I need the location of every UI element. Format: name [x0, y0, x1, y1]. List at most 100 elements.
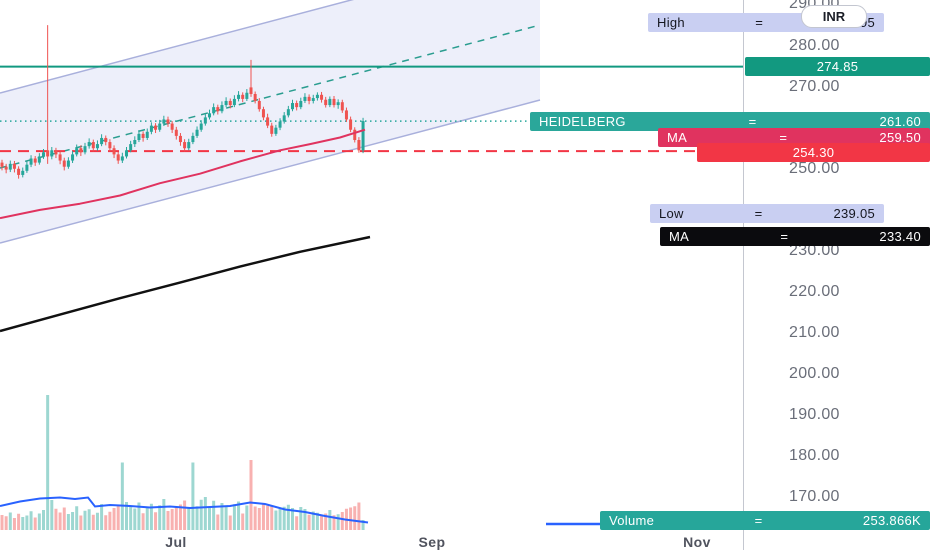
candle-body	[120, 156, 124, 161]
candle-body	[25, 164, 29, 171]
volume-bar	[245, 505, 249, 530]
candle-body	[166, 119, 170, 124]
time-tick-jul: Jul	[165, 534, 187, 550]
volume-bar	[278, 508, 282, 530]
candle-body	[216, 107, 220, 112]
candle-body	[361, 121, 365, 151]
time-tick-sep: Sep	[418, 534, 446, 550]
volume-bar	[199, 499, 203, 530]
volume-bar	[261, 503, 265, 530]
volume-bar	[208, 507, 211, 530]
ma-fast-line	[0, 128, 366, 220]
candle-body	[79, 148, 83, 153]
volume-bar	[17, 513, 21, 530]
volume-ma-line	[0, 496, 369, 524]
price-tick: 270.00	[789, 77, 840, 95]
candle-body	[344, 110, 348, 120]
candle-body	[266, 117, 270, 126]
price-tick: 190.00	[789, 406, 840, 424]
volume-bar	[133, 508, 137, 530]
candle-body	[324, 99, 328, 106]
volume-bar	[91, 514, 95, 530]
volume-bar	[37, 513, 41, 530]
candle-body	[129, 144, 133, 151]
volume-bar	[311, 511, 315, 530]
price-tick: 230.00	[789, 241, 840, 259]
volume-bar	[299, 507, 303, 530]
chart-pane[interactable]	[0, 0, 743, 550]
candle-body	[29, 158, 33, 165]
candle-body	[104, 137, 108, 143]
price-line-254-label[interactable]: 254.30	[697, 142, 930, 162]
candle-body	[66, 160, 70, 167]
candle-body	[116, 154, 120, 161]
volume-bar	[320, 515, 324, 530]
candle-body	[37, 156, 41, 163]
volume-bar	[8, 512, 12, 530]
candle-body	[137, 133, 141, 141]
volume-bar	[353, 506, 357, 530]
candle-body	[307, 96, 311, 101]
candle-body	[253, 93, 257, 101]
volume-bar	[137, 502, 141, 530]
candle-body	[54, 150, 58, 155]
candle-body	[158, 123, 162, 130]
candle-body	[320, 94, 324, 100]
candle-body	[332, 98, 336, 106]
volume-bar	[0, 515, 4, 530]
candle-body	[71, 154, 75, 161]
candle-body	[95, 144, 99, 149]
low-label: Low = 239.05	[650, 203, 884, 223]
candle-body	[83, 146, 87, 153]
volume-bar	[232, 504, 236, 530]
candle-body	[199, 123, 203, 130]
volume-bar	[154, 512, 158, 530]
volume-bar	[315, 512, 319, 530]
candle-body	[270, 125, 274, 134]
candle-body	[62, 160, 66, 167]
chart-canvas[interactable]	[0, 0, 743, 550]
channel-upper-line[interactable]	[0, 0, 540, 94]
time-axis[interactable]: Jul Sep Nov	[0, 532, 743, 550]
candle-body	[286, 109, 290, 116]
candle-body	[232, 98, 236, 106]
volume-bar	[158, 505, 162, 530]
candle-body	[108, 142, 112, 149]
volume-bar	[42, 510, 45, 530]
volume-bar	[340, 512, 344, 530]
volume-bar	[328, 510, 332, 530]
volume-bar	[295, 516, 299, 530]
candle-body	[100, 137, 104, 145]
candle-body	[212, 107, 216, 114]
candle-body	[203, 117, 207, 124]
volume-bar	[162, 499, 166, 530]
candle-body	[162, 119, 166, 124]
volume-bar	[361, 520, 365, 530]
volume-bar	[183, 500, 187, 530]
volume-bar	[257, 508, 261, 530]
price-tick: 250.00	[789, 159, 840, 177]
volume-bar	[349, 507, 353, 530]
volume-bar	[120, 462, 124, 530]
currency-button[interactable]: INR	[801, 5, 867, 28]
candle-body	[21, 170, 25, 175]
volume-bar	[203, 497, 207, 530]
volume-bar	[145, 507, 149, 530]
candle-body	[245, 92, 249, 99]
price-tick: 220.00	[789, 283, 840, 301]
candle-body	[87, 142, 91, 147]
volume-bar	[241, 513, 245, 530]
candle-body	[228, 100, 232, 106]
channel-lower-line[interactable]	[0, 99, 541, 244]
price-line-274-label[interactable]: 274.85	[745, 56, 930, 76]
volume-bar	[170, 509, 174, 530]
candle-body	[249, 87, 253, 94]
price-axis[interactable]: INR 290.00280.00270.00250.00230.00220.00…	[743, 0, 932, 550]
candle-body	[33, 158, 37, 163]
price-tick: 180.00	[789, 447, 840, 465]
candle-body	[315, 94, 319, 99]
volume-bar	[357, 502, 361, 530]
price-tick: 210.00	[789, 324, 840, 342]
volume-label: Volume = 253.866K	[600, 510, 930, 530]
